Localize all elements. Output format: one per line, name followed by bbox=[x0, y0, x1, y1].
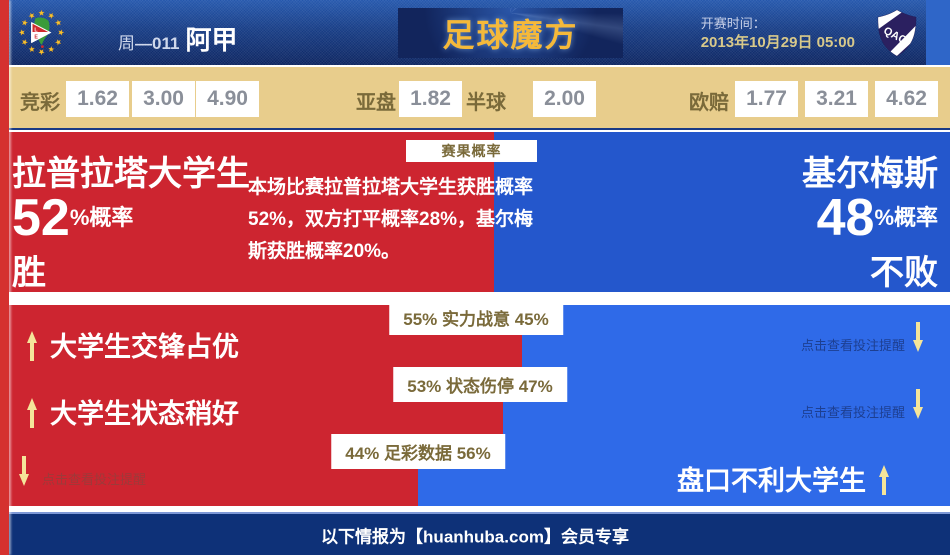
svg-text:E: E bbox=[34, 35, 38, 41]
